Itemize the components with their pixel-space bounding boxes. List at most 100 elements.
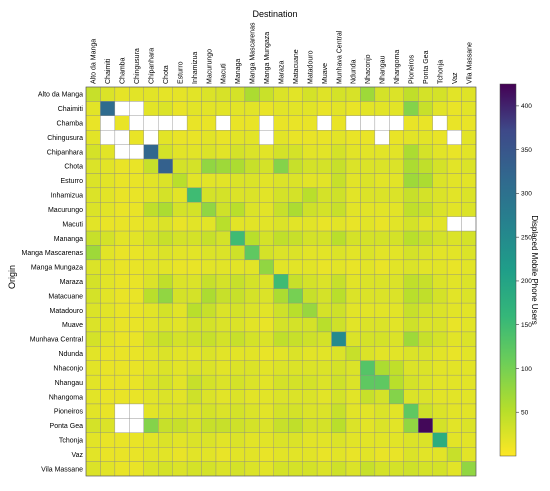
heatmap-cell [172, 274, 188, 289]
heatmap-cell [374, 403, 390, 419]
heatmap-cell [143, 389, 159, 405]
heatmap-cell [259, 374, 274, 390]
x-axis-title: Destination [252, 9, 297, 19]
heatmap-cell [259, 360, 274, 376]
heatmap-cell [201, 230, 217, 246]
heatmap-cell [418, 274, 433, 289]
heatmap-cell [215, 432, 231, 448]
heatmap-cell [302, 230, 318, 246]
heatmap-cell [158, 374, 173, 390]
heatmap-cell [331, 432, 347, 448]
heatmap-cell [461, 461, 477, 477]
heatmap-cell [186, 86, 202, 102]
heatmap-cell [201, 202, 217, 217]
heatmap-cell [403, 216, 419, 232]
heatmap-cell [446, 432, 462, 448]
heatmap-cell [461, 187, 477, 203]
heatmap-cell [446, 331, 462, 347]
heatmap-cell [345, 389, 361, 405]
heatmap-cell [100, 317, 116, 333]
heatmap-cell [374, 202, 390, 217]
heatmap-cell [360, 274, 376, 289]
heatmap-cell [345, 461, 361, 477]
heatmap-cell [215, 101, 231, 116]
heatmap-cell [302, 461, 318, 477]
heatmap-cell [215, 331, 231, 347]
column-label: Tchonja [437, 60, 444, 84]
heatmap-cell [215, 360, 231, 376]
heatmap-cell [345, 447, 361, 462]
heatmap-cell [403, 173, 419, 189]
row-label: Nhangoma [49, 394, 83, 401]
heatmap-cell [172, 101, 188, 116]
heatmap-cell [158, 331, 173, 347]
heatmap-cell [316, 230, 332, 246]
heatmap-cell [158, 274, 173, 289]
heatmap-cell [432, 461, 448, 477]
heatmap-cell [418, 158, 433, 174]
heatmap-cell [100, 346, 116, 361]
heatmap-cell [143, 274, 159, 289]
heatmap-cell [331, 216, 347, 232]
heatmap-cell [389, 461, 404, 477]
heatmap-cell [345, 115, 361, 131]
heatmap-cell [360, 461, 376, 477]
heatmap-cell [432, 447, 448, 462]
heatmap-cell [230, 173, 246, 189]
heatmap-cell [244, 389, 260, 405]
heatmap-cell [100, 418, 116, 433]
heatmap-cell [158, 230, 173, 246]
heatmap-cell [302, 202, 318, 217]
heatmap-cell [230, 158, 246, 174]
heatmap-cell [360, 259, 376, 275]
heatmap-cell [186, 245, 202, 261]
heatmap-cell [114, 173, 130, 189]
heatmap-cell [273, 447, 289, 462]
heatmap-cell [85, 115, 101, 131]
heatmap-cell [230, 461, 246, 477]
heatmap-cell [215, 158, 231, 174]
heatmap-cell [85, 302, 101, 318]
heatmap-cell [288, 187, 303, 203]
heatmap-cell [230, 432, 246, 448]
heatmap-cell [360, 288, 376, 304]
heatmap-cell [215, 418, 231, 433]
heatmap-cell [418, 432, 433, 448]
column-label: Ndunda [351, 59, 358, 84]
heatmap-cell [85, 144, 101, 160]
heatmap-cell [302, 317, 318, 333]
heatmap-cell [403, 374, 419, 390]
colorbar-tick-label: 100 [521, 366, 532, 373]
heatmap-cell [316, 173, 332, 189]
heatmap-cell [172, 86, 188, 102]
heatmap-cell [244, 288, 260, 304]
heatmap-cell [446, 187, 462, 203]
heatmap-cell [446, 158, 462, 174]
heatmap-cell [316, 360, 332, 376]
heatmap-cell [100, 302, 116, 318]
heatmap-cell [374, 374, 390, 390]
heatmap-cell [345, 360, 361, 376]
heatmap-cell [389, 144, 404, 160]
heatmap-cell [114, 461, 130, 477]
heatmap-cell [114, 115, 130, 131]
heatmap-cell [345, 158, 361, 174]
heatmap-cell [100, 389, 116, 405]
heatmap-cell [129, 447, 144, 462]
heatmap-cell [186, 288, 202, 304]
heatmap-cell [186, 216, 202, 232]
heatmap-cell [201, 346, 217, 361]
heatmap-cell [273, 130, 289, 145]
heatmap-cell [129, 173, 144, 189]
heatmap-cell [172, 202, 188, 217]
heatmap-cell [201, 173, 217, 189]
heatmap-cell [143, 101, 159, 116]
heatmap-cell [186, 389, 202, 405]
heatmap-cell [360, 302, 376, 318]
heatmap-cell [403, 115, 419, 131]
heatmap-cell [100, 101, 116, 116]
heatmap-cell [403, 302, 419, 318]
heatmap-cell [114, 389, 130, 405]
heatmap-cell [244, 346, 260, 361]
heatmap-cell [85, 230, 101, 246]
